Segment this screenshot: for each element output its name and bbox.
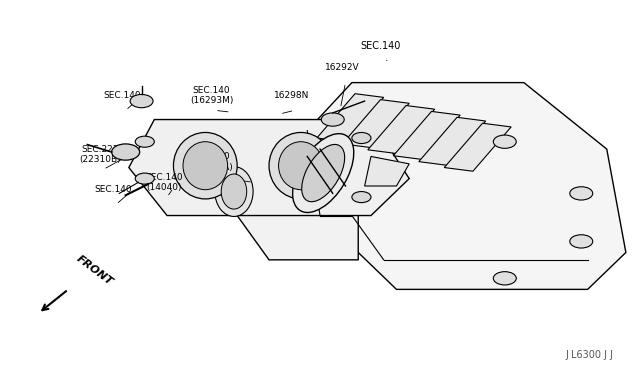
Circle shape [570,187,593,200]
Text: FRONT: FRONT [75,254,115,288]
Polygon shape [317,94,384,142]
Text: J L6300 J J: J L6300 J J [565,350,613,359]
Circle shape [570,235,593,248]
Text: SEC.140
(14010A): SEC.140 (14010A) [191,152,232,172]
Circle shape [135,136,154,147]
Text: SEC.223
(22310B): SEC.223 (22310B) [79,145,121,164]
Polygon shape [365,157,409,186]
Ellipse shape [292,134,354,212]
Ellipse shape [269,132,333,199]
Ellipse shape [278,142,323,190]
Text: SEC.140
(16293M): SEC.140 (16293M) [190,86,234,105]
Polygon shape [419,117,486,165]
Text: 16292V: 16292V [325,63,360,72]
Polygon shape [231,167,358,260]
Text: SEC.140: SEC.140 [94,185,132,194]
Circle shape [130,94,153,108]
Polygon shape [307,83,626,289]
Ellipse shape [183,142,228,190]
Circle shape [493,135,516,148]
Polygon shape [368,106,435,154]
Circle shape [321,113,344,126]
Text: SEC.140
(14040): SEC.140 (14040) [145,173,182,192]
Ellipse shape [301,144,345,202]
Ellipse shape [221,174,246,209]
Polygon shape [129,119,409,215]
Ellipse shape [173,132,237,199]
Polygon shape [342,100,409,148]
Circle shape [493,272,516,285]
Polygon shape [394,112,460,160]
Ellipse shape [215,167,253,217]
Circle shape [352,192,371,203]
Text: 16298N: 16298N [274,91,309,100]
Text: SEC.140: SEC.140 [104,91,141,100]
Text: SEC.140: SEC.140 [360,41,401,51]
Circle shape [111,144,140,160]
Circle shape [135,173,154,184]
Polygon shape [444,123,511,171]
Circle shape [352,132,371,144]
